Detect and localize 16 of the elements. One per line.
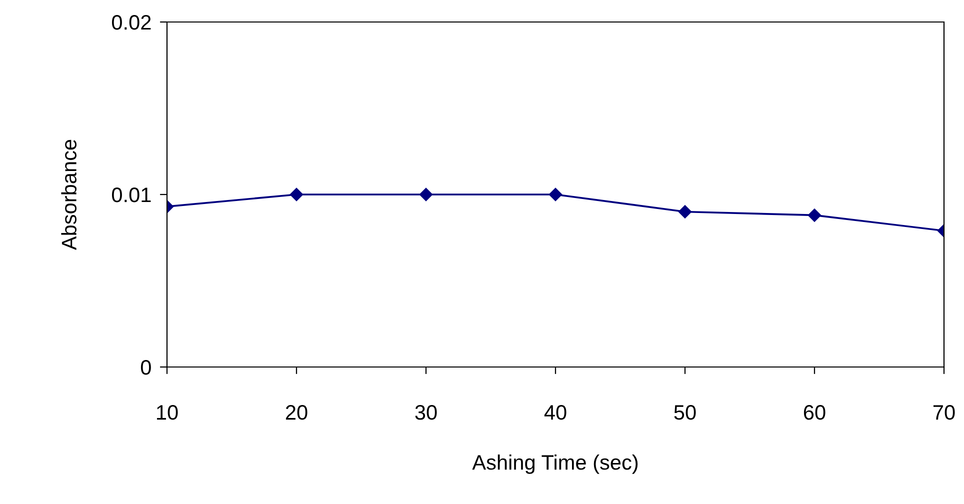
y-tick-label: 0.02 bbox=[112, 15, 151, 30]
point bbox=[419, 188, 433, 202]
point bbox=[678, 205, 692, 218]
y-axis-title: Absorbance bbox=[61, 140, 77, 250]
x-tick-label: 20 bbox=[286, 405, 308, 420]
x-tick-label: 10 bbox=[157, 405, 178, 420]
x-tick-label: 50 bbox=[674, 405, 696, 420]
y-tick-label: 0.01 bbox=[112, 188, 151, 202]
y-tick-label: 0 bbox=[140, 360, 151, 375]
x-tick-label: 60 bbox=[804, 405, 826, 420]
x-tick-label: 70 bbox=[933, 405, 955, 420]
point bbox=[808, 208, 822, 222]
x-tick-label: 40 bbox=[544, 405, 566, 420]
x-tick-label: 30 bbox=[415, 405, 437, 420]
x-axis-title: Ashing Time (sec) bbox=[472, 454, 638, 474]
point bbox=[548, 188, 562, 202]
